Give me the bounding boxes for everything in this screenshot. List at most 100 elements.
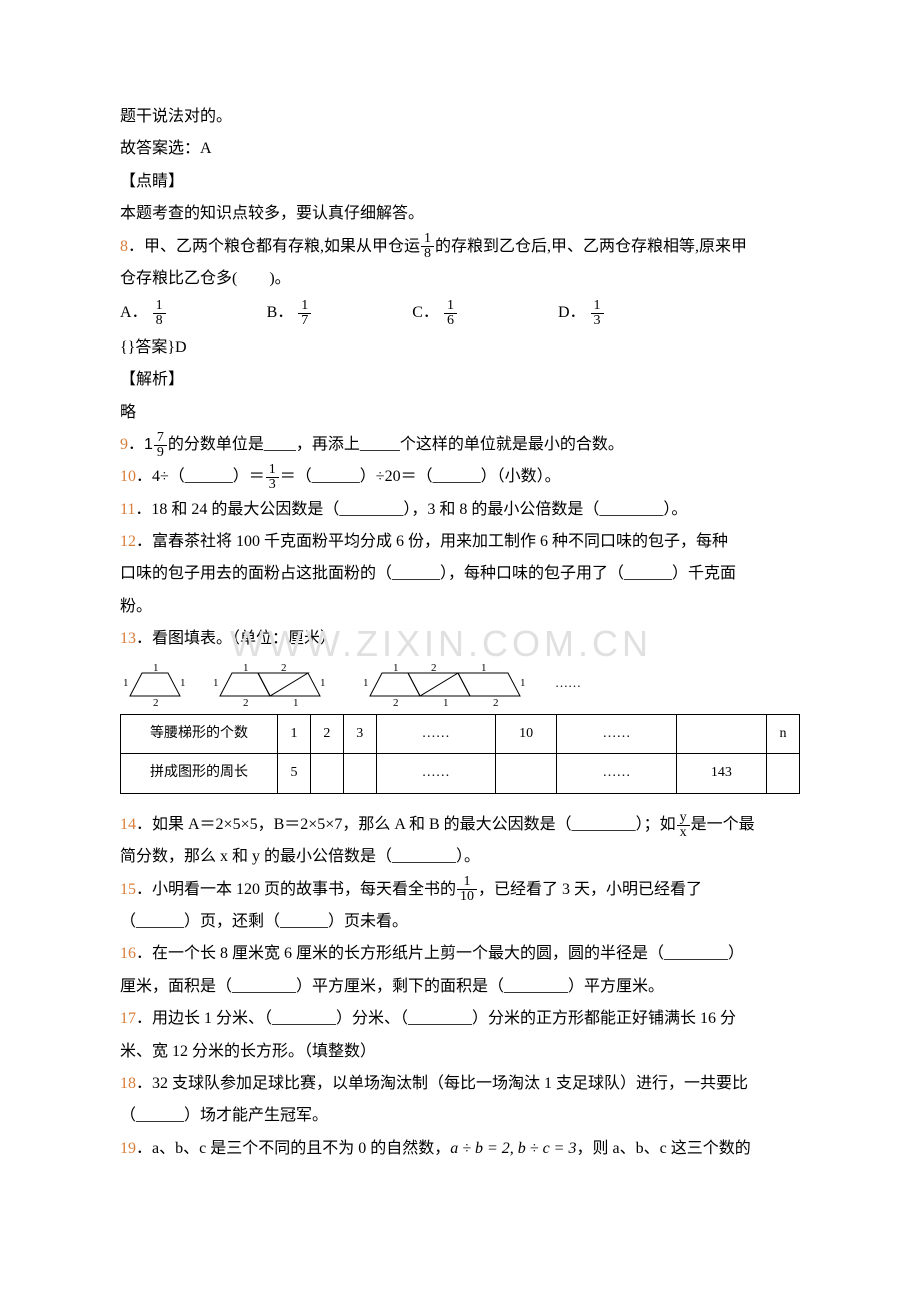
- svg-text:1: 1: [443, 697, 449, 706]
- r1c2: 2: [310, 714, 343, 754]
- r2c8: [767, 754, 800, 794]
- q10-frac: 13: [266, 463, 279, 492]
- q16-l1: 16．在一个长 8 厘米宽 6 厘米的长方形纸片上剪一个最大的圆，圆的半径是（_…: [120, 939, 800, 969]
- q8-a-frac: 18: [153, 299, 166, 328]
- r1c8: n: [767, 714, 800, 754]
- r2c1: 5: [278, 754, 311, 794]
- svg-text:2: 2: [431, 662, 437, 674]
- q8-opt-c: C．16: [412, 298, 458, 328]
- q9-line: 9．179的分数单位是____，再添上_____个这样的单位就是最小的合数。: [120, 430, 800, 460]
- svg-text:1: 1: [320, 677, 326, 689]
- q12-t1: ．富春茶社将 100 千克面粉平均分成 6 份，用来加工制作 6 种不同口味的包…: [136, 533, 728, 550]
- table-row: 拼成图形的周长 5 …… …… 143: [121, 754, 800, 794]
- q19-l1: 19．a、b、c 是三个不同的且不为 0 的自然数，a ÷ b = 2, b ÷…: [120, 1134, 800, 1164]
- svg-text:1: 1: [393, 662, 399, 674]
- svg-text:1: 1: [153, 662, 159, 674]
- svg-text:2: 2: [393, 697, 399, 706]
- svg-text:1: 1: [213, 677, 219, 689]
- r2c3: [343, 754, 376, 794]
- r2c0: 拼成图形的周长: [121, 754, 278, 794]
- table-row: 等腰梯形的个数 1 2 3 …… 10 …… n: [121, 714, 800, 754]
- q9-frac: 79: [154, 431, 167, 460]
- q15-t1: ．小明看一本 120 页的故事书，每天看全书的: [136, 881, 456, 898]
- q10-num: 10: [120, 468, 136, 485]
- svg-text:2: 2: [281, 662, 287, 674]
- q8-d-label: D．: [558, 298, 586, 328]
- q16-num: 16: [120, 945, 136, 962]
- q9-num: 9: [120, 436, 128, 453]
- q8-c-frac: 16: [444, 299, 457, 328]
- r1c0: 等腰梯形的个数: [121, 714, 278, 754]
- q12-l2: 口味的包子用去的面粉占这批面粉的（______），每种口味的包子用了（_____…: [120, 559, 800, 589]
- r2c4: ……: [376, 754, 495, 794]
- q15-l1: 15．小明看一本 120 页的故事书，每天看全书的110，已经看了 3 天，小明…: [120, 875, 800, 905]
- q18-num: 18: [120, 1075, 136, 1092]
- svg-text:2: 2: [493, 697, 499, 706]
- q18-l2: （______）场才能产生冠军。: [120, 1101, 800, 1131]
- q9-whole: 1: [144, 436, 153, 453]
- intro-l1: 题干说法对的。: [120, 102, 800, 132]
- q8-b-label: B．: [267, 298, 294, 328]
- trap-3-icon: 1 2 1 1 1 2 1 2: [360, 661, 535, 706]
- svg-text:1: 1: [123, 677, 129, 689]
- svg-text:2: 2: [243, 697, 249, 706]
- trap-2-icon: 1 2 1 1 2 1: [210, 661, 340, 706]
- svg-text:2: 2: [153, 697, 159, 706]
- q8-frac: 18: [421, 232, 434, 261]
- r2c2: [310, 754, 343, 794]
- intro-l3: 【点睛】: [120, 167, 800, 197]
- q8-frac-d: 8: [421, 246, 434, 261]
- q10-pre: ．4÷（______）＝: [136, 468, 265, 485]
- intro-l4: 本题考查的知识点较多，要认真仔细解答。: [120, 199, 800, 229]
- q8-c-d: 6: [444, 313, 457, 328]
- r2c7: 143: [676, 754, 766, 794]
- q19-t1: ．a、b、c 是三个不同的且不为 0 的自然数，: [136, 1140, 450, 1157]
- trap-ellipsis: ……: [555, 671, 581, 696]
- q19-eq: a ÷ b = 2, b ÷ c = 3: [450, 1140, 576, 1157]
- q8-b-d: 7: [298, 313, 311, 328]
- q10-frac-d: 3: [266, 477, 279, 492]
- q13-txt: ．看图填表。（单位：厘米）: [136, 630, 336, 647]
- q8-opt-d: D．13: [558, 298, 605, 328]
- q8-p2: 的存粮到乙仓后,甲、乙两仓存粮相等,原来甲: [435, 238, 747, 255]
- r1c5: 10: [495, 714, 557, 754]
- q11-num: 11: [120, 501, 135, 518]
- r1c7: [676, 714, 766, 754]
- q14-num: 14: [120, 816, 136, 833]
- svg-text:1: 1: [243, 662, 249, 674]
- q9-frac-d: 9: [154, 445, 167, 460]
- q15-l2: （______）页，还剩（______）页未看。: [120, 907, 800, 937]
- q10-post: ＝（______）÷20＝（______）（小数）。: [280, 468, 561, 485]
- q12-l3: 粉。: [120, 592, 800, 622]
- q19-num: 19: [120, 1140, 136, 1157]
- q8-line1: 8．甲、乙两个粮仓都有存粮,如果从甲仓运18的存粮到乙仓后,甲、乙两仓存粮相等,…: [120, 232, 800, 262]
- q8-p1: ．甲、乙两个粮仓都有存粮,如果从甲仓运: [128, 238, 420, 255]
- q8-d-d: 3: [591, 313, 604, 328]
- svg-text:1: 1: [363, 677, 369, 689]
- q14-l2: 简分数，那么 x 和 y 的最小公倍数是（________）。: [120, 842, 800, 872]
- r1c1: 1: [278, 714, 311, 754]
- q19-t1b: ，则 a、b、c 这三个数的: [576, 1140, 750, 1157]
- trapezoid-figure: 1 1 1 2 1 2 1 1 2 1 1 2 1 1 1 2: [120, 661, 800, 706]
- q8-line2: 仓存粮比乙仓多( )。: [120, 264, 800, 294]
- svg-text:1: 1: [520, 677, 526, 689]
- q13-table: 等腰梯形的个数 1 2 3 …… 10 …… n 拼成图形的周长 5 …… ………: [120, 714, 800, 794]
- q16-t1: ．在一个长 8 厘米宽 6 厘米的长方形纸片上剪一个最大的圆，圆的半径是（___…: [136, 945, 744, 962]
- q18-t1: ．32 支球队参加足球比赛，以单场淘汰制（每比一场淘汰 1 支足球队）进行，一共…: [136, 1075, 748, 1092]
- q15-frac: 110: [457, 875, 477, 904]
- q8-exp1: 【解析】: [120, 365, 800, 395]
- q16-l2: 厘米，面积是（________）平方厘米，剩下的面积是（________）平方厘…: [120, 972, 800, 1002]
- q9-txt: 的分数单位是____，再添上_____个这样的单位就是最小的合数。: [168, 436, 624, 453]
- q8-a-n: 1: [153, 299, 166, 313]
- q8-num: 8: [120, 238, 128, 255]
- page: WWW.ZIXIN.COM.CN 题干说法对的。 故答案选：A 【点睛】 本题考…: [0, 0, 920, 1226]
- q17-num: 17: [120, 1010, 136, 1027]
- r1c4: ……: [376, 714, 495, 754]
- q12-num: 12: [120, 533, 136, 550]
- svg-text:1: 1: [180, 677, 186, 689]
- q8-c-label: C．: [412, 298, 439, 328]
- q14-t1b: 是一个最: [691, 816, 755, 833]
- q15-t1b: ，已经看了 3 天，小明已经看了: [478, 881, 702, 898]
- r1c6: ……: [557, 714, 676, 754]
- intro-l2: 故答案选：A: [120, 134, 800, 164]
